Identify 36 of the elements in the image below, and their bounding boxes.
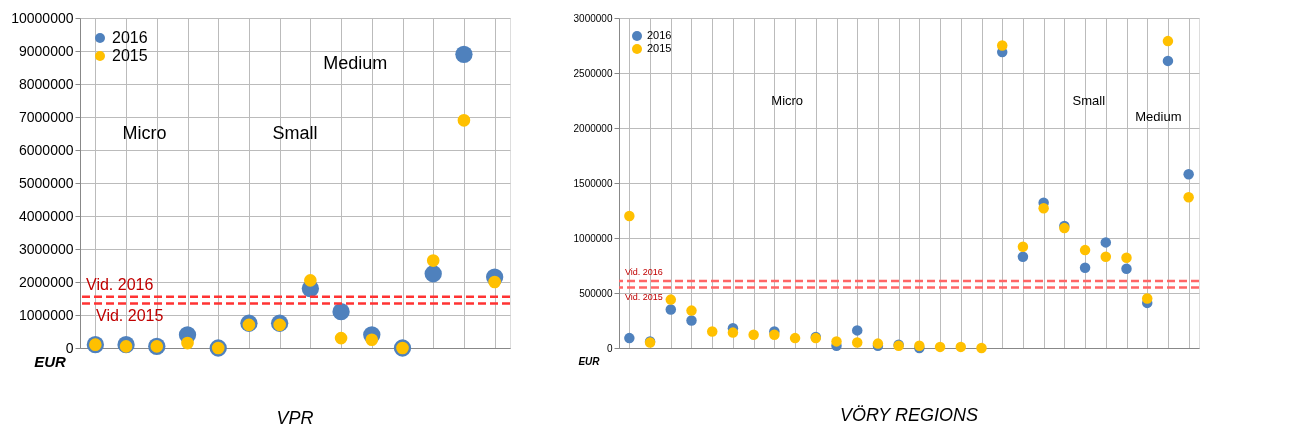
legend-label: 2015 <box>112 47 148 64</box>
y-tick-label: 2000000 <box>18 273 74 290</box>
annotation: Medium <box>1135 109 1182 124</box>
text: EUR <box>34 353 66 370</box>
y-tick-label: 1000000 <box>18 306 74 323</box>
y-tick-label: 3000000 <box>18 240 74 257</box>
y-tick-label: 5000000 <box>18 174 74 191</box>
text: VÖRY REGIONS <box>839 405 979 425</box>
y-tick-label: 4000000 <box>18 207 74 224</box>
ref-line-label: Vid. 2015 <box>96 307 164 325</box>
annotation: Small <box>272 122 318 143</box>
text: VPR <box>276 408 314 428</box>
annotation: Micro <box>771 92 804 108</box>
y-tick-label: 8000000 <box>18 75 74 92</box>
y-tick-label: 10000000 <box>11 9 74 26</box>
y-tick-label: 2500000 <box>573 67 613 79</box>
y-tick-label: 0 <box>606 342 613 354</box>
y-tick-label: 3000000 <box>573 12 613 24</box>
text: EUR <box>578 356 601 367</box>
y-tick-label: 2000000 <box>573 122 613 134</box>
ref-line-label: Vid. 2015 <box>625 291 663 302</box>
ref-line-label: Vid. 2016 <box>625 266 663 277</box>
legend-label: 2015 <box>647 42 672 54</box>
y-tick-label: 0 <box>65 339 74 356</box>
y-tick-label: 1000000 <box>573 232 613 244</box>
legend-label: 2016 <box>112 29 148 46</box>
y-tick-label: 9000000 <box>18 42 74 59</box>
y-tick-label: 6000000 <box>18 141 74 158</box>
y-tick-label: 7000000 <box>18 108 74 125</box>
annotation: Small <box>1072 92 1106 108</box>
ref-line-label: Vid. 2016 <box>86 275 154 293</box>
annotation: Medium <box>323 53 388 74</box>
legend-label: 2016 <box>647 29 672 41</box>
y-tick-label: 500000 <box>579 287 613 299</box>
annotation: Micro <box>122 122 167 143</box>
y-tick-label: 1500000 <box>573 177 613 189</box>
